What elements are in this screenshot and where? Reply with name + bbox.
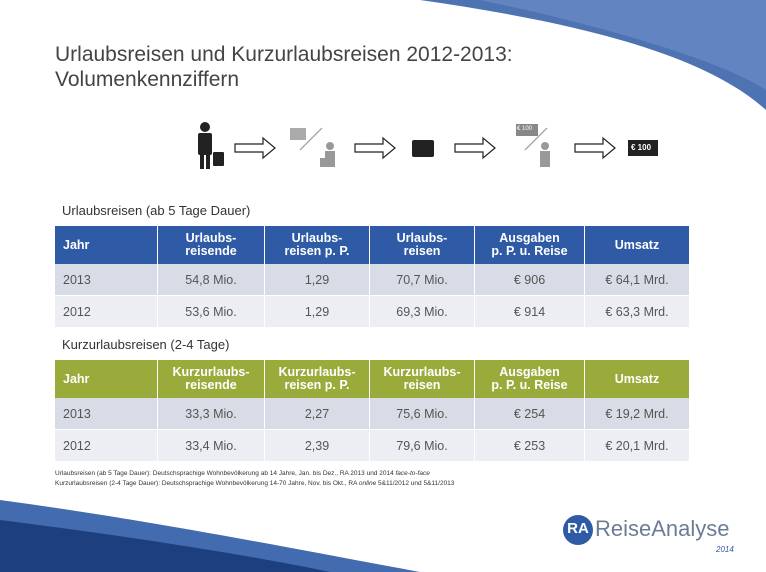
header-line: p. P. u. Reise [491, 244, 568, 258]
header-line: Urlaubs- [396, 231, 448, 245]
footnote-part: Urlaubsreisen (ab 5 Tage Dauer): Deutsch… [55, 470, 396, 477]
header-cell: Umsatz [585, 226, 690, 264]
header-cell: Ausgaben p. P. u. Reise [475, 226, 585, 264]
table-cell: € 914 [475, 296, 585, 328]
header-line: reisende [185, 244, 237, 258]
table-cell: 75,6 Mio. [370, 398, 475, 430]
header-line: Urlaubs- [291, 231, 343, 245]
logo-name: ReiseAnalyse [595, 516, 730, 541]
table-cell: 2,27 [265, 398, 370, 430]
header-cell: Urlaubs-reisende [158, 226, 265, 264]
footnote-part: 5&11/2012 und 5&11/2013 [376, 480, 455, 487]
table-cell: 2012 [55, 296, 158, 328]
table-cell: 53,6 Mio. [158, 296, 265, 328]
footnote: Kurzurlaubsreisen (2-4 Tage Dauer): Deut… [55, 480, 454, 487]
header-line: Kurzurlaubs- [383, 365, 461, 379]
table-cell: € 19,2 Mrd. [585, 398, 690, 430]
header-line: reisende [185, 378, 237, 392]
header-line: Umsatz [614, 237, 660, 252]
header-cell: Umsatz [585, 360, 690, 398]
header-line: Kurzurlaubs- [278, 365, 356, 379]
table-cell: 2,39 [265, 430, 370, 462]
header-cell: Urlaubs-reisen [370, 226, 475, 264]
header-line: Ausgaben [499, 365, 560, 379]
logo-year: 2014 [716, 545, 734, 554]
header-cell: Kurzurlaubs-reisende [158, 360, 265, 398]
header-cell: Urlaubs-reisen p. P. [265, 226, 370, 264]
header-line: reisen p. P. [284, 378, 350, 392]
table-caption: Urlaubsreisen (ab 5 Tage Dauer) [62, 203, 251, 218]
logo-mark: RA [567, 520, 589, 537]
title-line: Volumenkennziffern [55, 68, 240, 91]
table-cell: 1,29 [265, 264, 370, 296]
title: Urlaubsreisen und Kurzurlaubsreisen 2012… [55, 42, 513, 92]
header-line: Jahr [63, 237, 90, 252]
table-cell: 2012 [55, 430, 158, 462]
header-line: p. P. u. Reise [491, 378, 568, 392]
footnote: Urlaubsreisen (ab 5 Tage Dauer): Deutsch… [55, 470, 430, 477]
header-line: Jahr [63, 371, 90, 386]
table-caption: Kurzurlaubsreisen (2-4 Tage) [62, 337, 230, 352]
table-cell: 70,7 Mio. [370, 264, 475, 296]
footnote-part: face-to-face [395, 470, 430, 477]
table-cell: 54,8 Mio. [158, 264, 265, 296]
icon-label: € 100 [631, 143, 652, 152]
table-cell: € 20,1 Mrd. [585, 430, 690, 462]
header-line: reisen p. P. [284, 244, 350, 258]
table-cell: 2013 [55, 398, 158, 430]
footnote-part: Kurzurlaubsreisen (2-4 Tage Dauer): Deut… [55, 480, 359, 487]
header-cell: Ausgaben p. P. u. Reise [475, 360, 585, 398]
header-line: Umsatz [614, 371, 660, 386]
table-cell: 2013 [55, 264, 158, 296]
table-cell: 69,3 Mio. [370, 296, 475, 328]
table-cell: € 254 [475, 398, 585, 430]
table-cell: 33,3 Mio. [158, 398, 265, 430]
table-cell: 33,4 Mio. [158, 430, 265, 462]
header-line: Urlaubs- [185, 231, 237, 245]
title-line: Urlaubsreisen und Kurzurlaubsreisen 2012… [55, 43, 513, 66]
table-cell: € 253 [475, 430, 585, 462]
header-cell: Jahr [55, 360, 158, 398]
table-cell: € 64,1 Mrd. [585, 264, 690, 296]
header-line: Ausgaben [499, 231, 560, 245]
header-cell: Kurzurlaubs-reisen p. P. [265, 360, 370, 398]
table-cell: € 63,3 Mrd. [585, 296, 690, 328]
header-line: reisen [403, 244, 441, 258]
table-cell: € 906 [475, 264, 585, 296]
footnote-part: online [358, 480, 377, 487]
header-cell: Kurzurlaubs-reisen [370, 360, 475, 398]
table-cell: 1,29 [265, 296, 370, 328]
icon-label: € 100 [517, 126, 533, 132]
header-cell: Jahr [55, 226, 158, 264]
table-cell: 79,6 Mio. [370, 430, 475, 462]
header-line: Kurzurlaubs- [172, 365, 250, 379]
header-line: reisen [403, 378, 441, 392]
